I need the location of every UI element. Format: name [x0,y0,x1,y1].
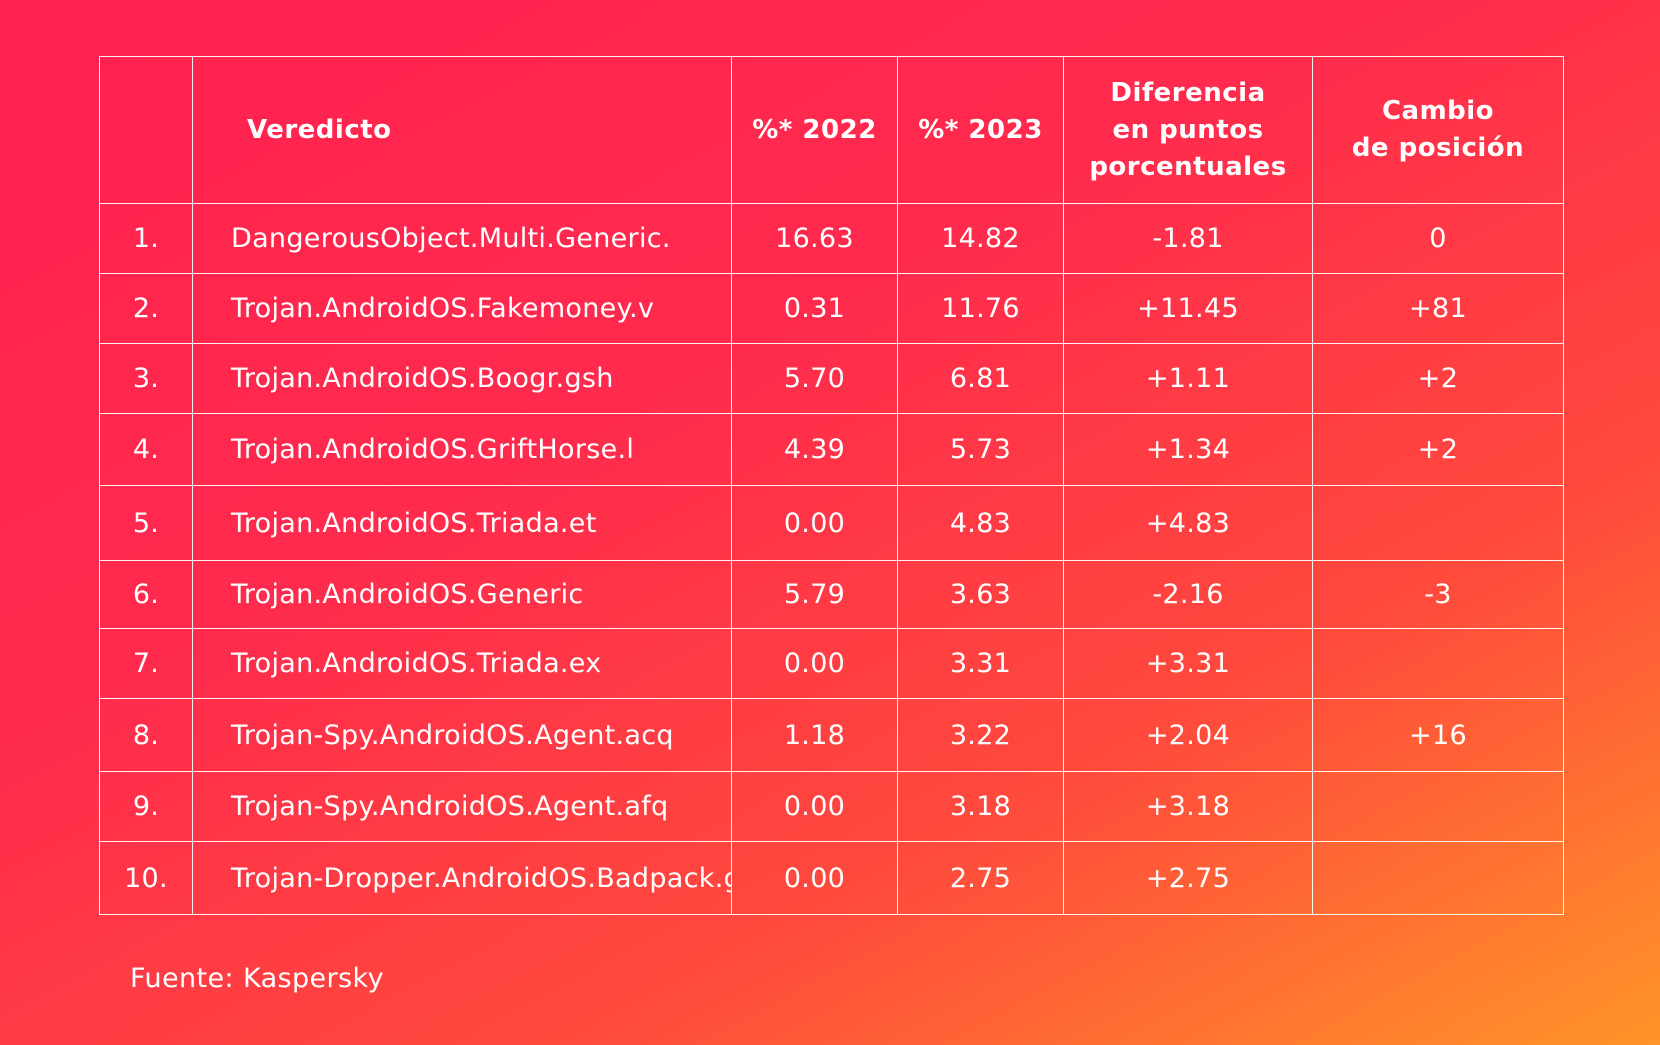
rank-cell: 2. [99,273,193,344]
difference-cell: -2.16 [1063,560,1313,629]
table-row: 8. Trojan-Spy.AndroidOS.Agent.acq 1.18 3.22… [99,698,1564,772]
rank-cell: 1. [99,203,193,274]
pct-2023-cell: 3.31 [897,628,1064,699]
verdict-cell: Trojan-Dropper.AndroidOS.Badpack.g [192,841,732,915]
difference-cell: +2.75 [1063,841,1313,915]
rank-cell: 4. [99,413,193,486]
position-change-header: Cambio de posición [1312,56,1564,204]
pct-2023-cell: 5.73 [897,413,1064,486]
pct-2022-cell: 0.00 [731,485,898,561]
verdict-cell: Trojan.AndroidOS.Fakemoney.v [192,273,732,344]
pct-2023-cell: 3.63 [897,560,1064,629]
rank-cell: 6. [99,560,193,629]
table-row: 3. Trojan.AndroidOS.Boogr.gsh 5.70 6.81 +1.1… [99,343,1564,414]
table-row: 1. DangerousObject.Multi.Generic. 16.63 14.… [99,203,1564,274]
difference-header-line: en puntos [1112,114,1264,145]
source-note: Fuente: Kaspersky [130,963,384,994]
difference-header-line: Diferencia [1110,77,1266,108]
position-change-cell: -3 [1312,560,1564,629]
difference-cell: +11.45 [1063,273,1313,344]
verdict-cell: Trojan.AndroidOS.Triada.ex [192,628,732,699]
verdict-cell: Trojan.AndroidOS.Boogr.gsh [192,343,732,414]
table-body: 1. DangerousObject.Multi.Generic. 16.63 14.… [99,203,1564,915]
position-change-cell: 0 [1312,203,1564,274]
table-header-row: Veredicto %* 2022 %* 2023 Diferencia en … [99,56,1564,204]
rank-cell: 10. [99,841,193,915]
rank-cell: 7. [99,628,193,699]
pct-2023-cell: 6.81 [897,343,1064,414]
difference-cell: +4.83 [1063,485,1313,561]
position-change-cell: +16 [1312,698,1564,772]
position-change-cell: +81 [1312,273,1564,344]
rank-header [99,56,193,204]
pct-2022-cell: 16.63 [731,203,898,274]
rank-cell: 9. [99,771,193,842]
table-row: 7. Trojan.AndroidOS.Triada.ex 0.00 3.31 +3.3… [99,628,1564,699]
verdict-cell: Trojan.AndroidOS.Triada.et [192,485,732,561]
position-change-cell: +2 [1312,413,1564,486]
verdict-cell: Trojan-Spy.AndroidOS.Agent.afq [192,771,732,842]
difference-cell: +1.11 [1063,343,1313,414]
pct-2023-cell: 4.83 [897,485,1064,561]
difference-header-line: porcentuales [1089,151,1287,182]
verdict-cell: Trojan-Spy.AndroidOS.Agent.acq [192,698,732,772]
pct-2022-cell: 5.79 [731,560,898,629]
rank-cell: 3. [99,343,193,414]
pct-2022-cell: 0.00 [731,771,898,842]
rank-cell: 5. [99,485,193,561]
position-change-cell [1312,841,1564,915]
table-row: 5. Trojan.AndroidOS.Triada.et 0.00 4.83 +4.8… [99,485,1564,561]
table-row: 10. Trojan-Dropper.AndroidOS.Badpack.g 0.0… [99,841,1564,915]
verdict-cell: Trojan.AndroidOS.GriftHorse.l [192,413,732,486]
pct-2023-cell: 11.76 [897,273,1064,344]
position-change-cell [1312,771,1564,842]
position-change-cell: +2 [1312,343,1564,414]
pct-2022-cell: 0.31 [731,273,898,344]
pct-2022-cell: 4.39 [731,413,898,486]
pct-2023-cell: 2.75 [897,841,1064,915]
pct-2023-cell: 3.22 [897,698,1064,772]
threat-table-container: Veredicto %* 2022 %* 2023 Diferencia en … [99,56,1564,915]
verdict-cell: Trojan.AndroidOS.Generic [192,560,732,629]
verdict-header: Veredicto [192,56,732,204]
difference-cell: +3.18 [1063,771,1313,842]
pct-2023-cell: 3.18 [897,771,1064,842]
difference-header: Diferencia en puntos porcentuales [1063,56,1313,204]
pct-2022-cell: 1.18 [731,698,898,772]
verdict-cell: DangerousObject.Multi.Generic. [192,203,732,274]
pct-2022-cell: 0.00 [731,628,898,699]
difference-cell: -1.81 [1063,203,1313,274]
rank-cell: 8. [99,698,193,772]
pct-2023-header: %* 2023 [897,56,1064,204]
table-row: 9. Trojan-Spy.AndroidOS.Agent.afq 0.00 3.18… [99,771,1564,842]
position-change-header-line: Cambio [1381,96,1495,126]
pct-2022-header: %* 2022 [731,56,898,204]
threat-ranking-table: Veredicto %* 2022 %* 2023 Diferencia en … [99,56,1564,915]
difference-cell: +3.31 [1063,628,1313,699]
pct-2022-cell: 5.70 [731,343,898,414]
position-change-header-line: de posición [1351,133,1525,163]
pct-2023-cell: 14.82 [897,203,1064,274]
table-row: 2. Trojan.AndroidOS.Fakemoney.v 0.31 11.76 +… [99,273,1564,344]
table-row: 6. Trojan.AndroidOS.Generic 5.79 3.63 -2.16-… [99,560,1564,629]
pct-2022-cell: 0.00 [731,841,898,915]
table-row: 4. Trojan.AndroidOS.GriftHorse.l 4.39 5.73 +… [99,413,1564,486]
difference-cell: +2.04 [1063,698,1313,772]
difference-cell: +1.34 [1063,413,1313,486]
position-change-cell [1312,628,1564,699]
position-change-cell [1312,485,1564,561]
